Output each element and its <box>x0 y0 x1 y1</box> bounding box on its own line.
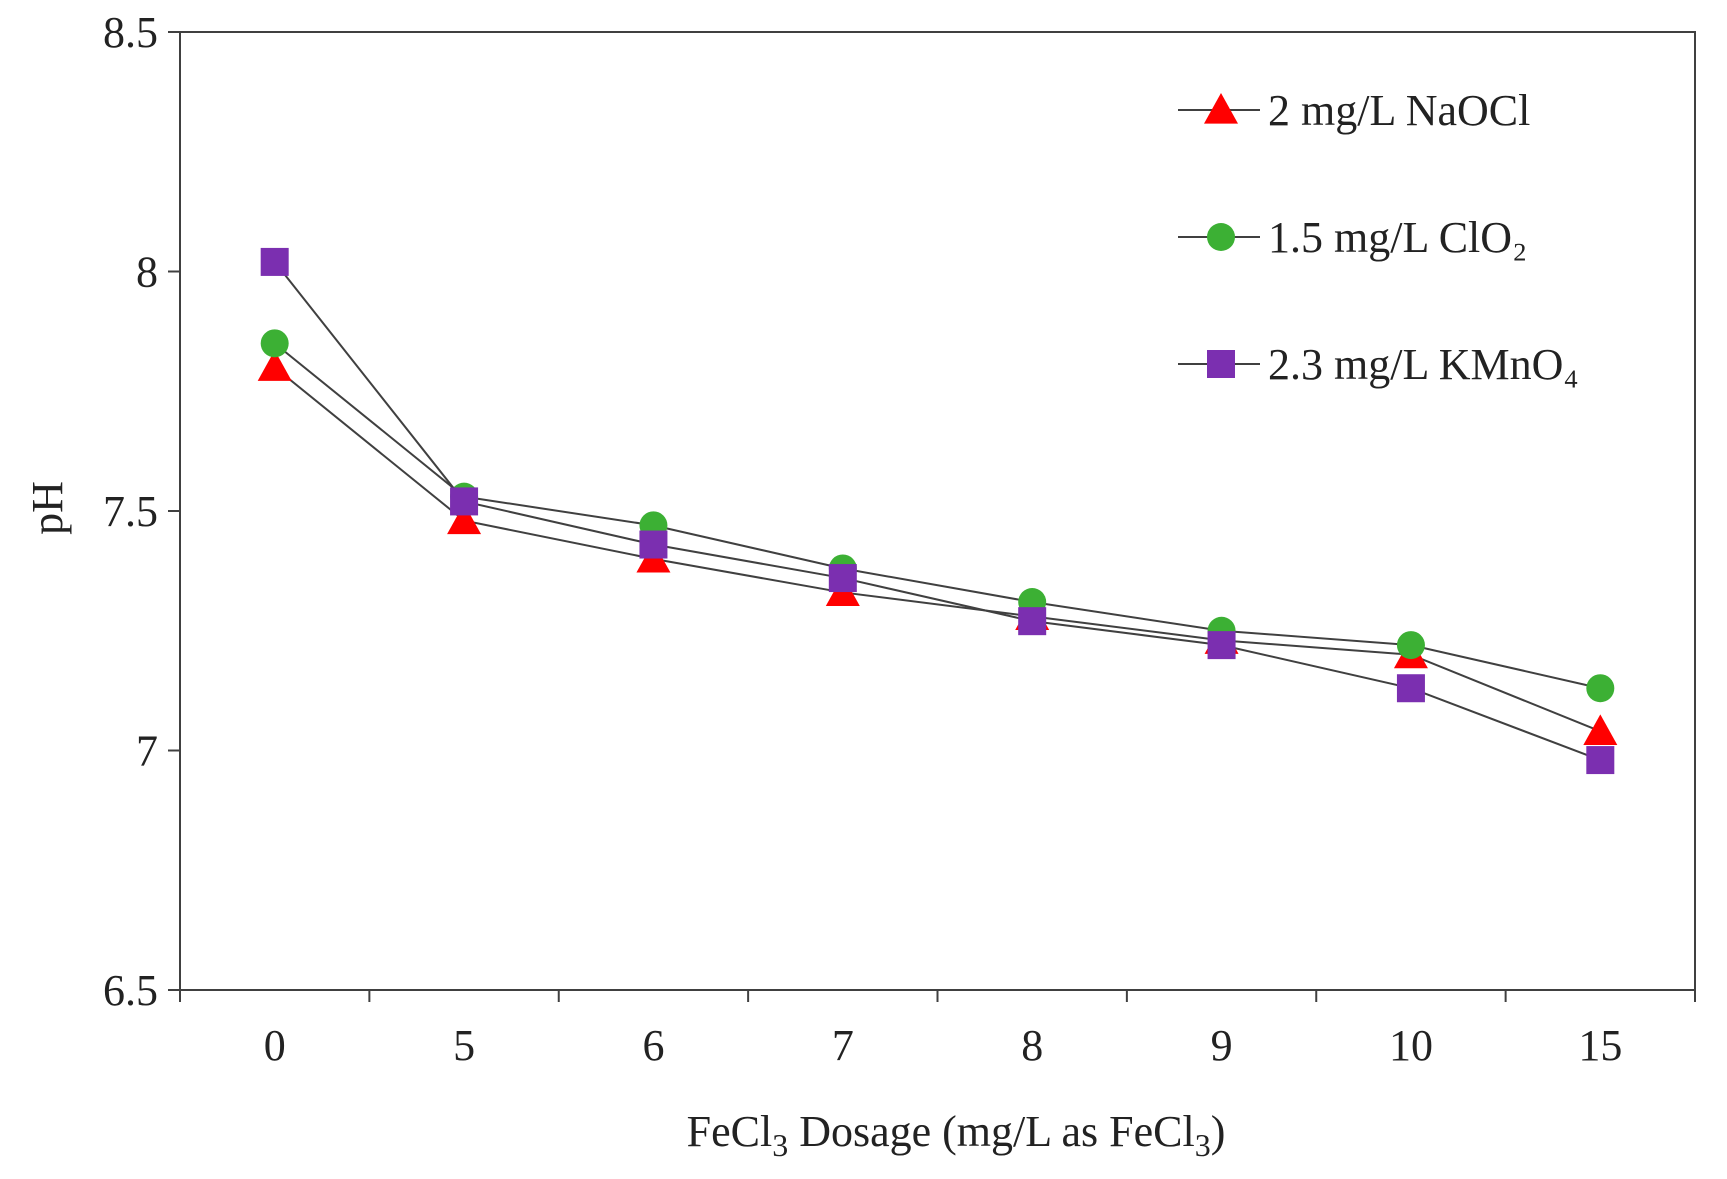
x-tick-label: 10 <box>1389 1021 1433 1070</box>
x-axis-title-subscript: 3 <box>1195 1127 1211 1163</box>
legend-label: 1.5 mg/L ClO₂ <box>1268 213 1527 262</box>
x-tick-label: 6 <box>642 1021 664 1070</box>
axes-layer: 6.5 7 7.5 8 8.5 0 5 6 7 8 9 10 15 <box>103 8 1696 1070</box>
y-tick-label: 7 <box>136 727 158 776</box>
y-tick-label: 8 <box>136 248 158 297</box>
y-tick-label: 7.5 <box>103 487 158 536</box>
legend: 2 mg/L NaOCl 1.5 mg/L ClO₂ 2.3 mg/L KMnO₄ <box>1178 86 1579 389</box>
data-point-circle <box>1396 631 1425 660</box>
data-point-triangle <box>257 350 292 381</box>
x-axis-title-part: ) <box>1211 1107 1226 1156</box>
legend-marker-triangle <box>1204 93 1238 124</box>
series-line <box>274 342 1601 690</box>
data-point-circle <box>260 329 289 358</box>
x-tick-label: 5 <box>453 1021 475 1070</box>
data-point-square <box>1586 746 1615 775</box>
legend-label: 2 mg/L NaOCl <box>1268 86 1530 135</box>
series-line <box>274 366 1601 733</box>
data-point-square <box>1396 674 1425 703</box>
legend-marker-square <box>1207 350 1235 378</box>
data-point-circle <box>1586 674 1615 703</box>
data-point-triangle <box>447 503 482 535</box>
x-tick-label: 8 <box>1021 1021 1043 1070</box>
data-point-square <box>1207 631 1236 660</box>
legend-label: 2.3 mg/L KMnO₄ <box>1268 340 1579 389</box>
data-point-square <box>1018 607 1047 636</box>
x-axis-title-subscript: 3 <box>772 1127 788 1163</box>
data-point-square <box>828 564 857 593</box>
x-tick-label: 15 <box>1578 1021 1622 1070</box>
legend-item: 2 mg/L NaOCl <box>1178 86 1530 135</box>
y-axis-title: pH <box>23 481 72 535</box>
series-layer <box>257 247 1618 775</box>
series-square <box>260 247 1615 775</box>
data-point-square <box>260 247 289 276</box>
legend-item: 2.3 mg/L KMnO₄ <box>1178 340 1579 389</box>
x-tick-label: 7 <box>832 1021 854 1070</box>
data-point-triangle <box>1583 714 1618 745</box>
data-point-square <box>450 487 479 516</box>
y-tick-label: 8.5 <box>103 8 158 57</box>
x-axis-title-part: Dosage (mg/L as FeCl <box>788 1107 1195 1156</box>
legend-marker-circle <box>1207 223 1235 251</box>
x-axis-title-part: FeCl <box>687 1107 773 1156</box>
data-point-square <box>639 530 668 559</box>
x-tick-label: 9 <box>1211 1021 1233 1070</box>
x-tick-label: 0 <box>264 1021 286 1070</box>
x-axis-title: FeCl3 Dosage (mg/L as FeCl3) <box>687 1107 1226 1163</box>
series-line <box>273 261 1601 762</box>
legend-item: 1.5 mg/L ClO₂ <box>1178 213 1527 262</box>
y-tick-label: 6.5 <box>103 966 158 1015</box>
